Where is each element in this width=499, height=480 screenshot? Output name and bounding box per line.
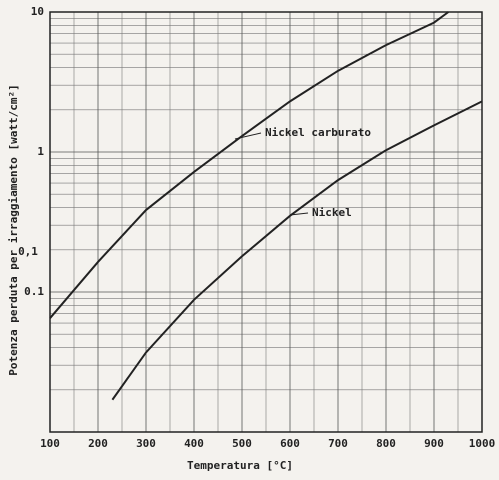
x-axis-label: Temperatura [°C]: [187, 459, 293, 472]
y-axis-label: Potenza perduta per irraggiamento [watt/…: [7, 84, 20, 375]
series-label: Nickel carburato: [265, 126, 371, 139]
plot-frame: [49, 11, 483, 433]
x-tick-label: 200: [88, 437, 108, 450]
series-line: [111, 100, 483, 401]
x-tick-label: 600: [280, 437, 300, 450]
x-tick-label: 700: [328, 437, 348, 450]
y-tick-label: 10: [31, 5, 44, 18]
x-tick-label: 900: [424, 437, 444, 450]
annotation: 0,1: [18, 245, 38, 258]
x-tick-label: 100: [40, 437, 60, 450]
series-line: [49, 11, 449, 319]
label-arrow: [234, 132, 262, 140]
y-tick-label: 1: [37, 145, 44, 158]
label-arrow: [289, 212, 309, 216]
x-tick-label: 1000: [469, 437, 496, 450]
x-tick-label: 800: [376, 437, 396, 450]
series-label: Nickel: [312, 206, 352, 219]
x-tick-label: 500: [232, 437, 252, 450]
x-tick-label: 400: [184, 437, 204, 450]
y-tick-label: 0.1: [24, 285, 44, 298]
x-tick-label: 300: [136, 437, 156, 450]
